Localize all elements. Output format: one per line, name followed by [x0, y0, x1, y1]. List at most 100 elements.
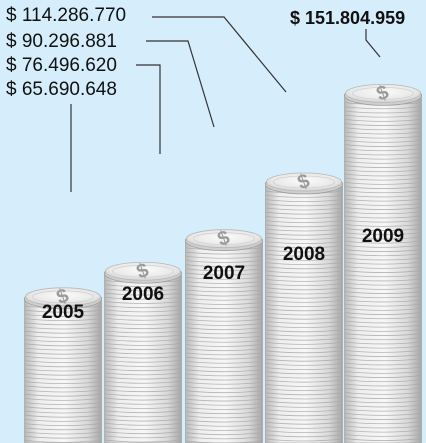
coin-ridge: [344, 135, 422, 139]
coin-ridge: [265, 270, 343, 274]
coin-ridge: [265, 241, 343, 244]
value-label-2006: $ 76.496.620: [6, 55, 117, 76]
coin-ridge: [185, 356, 263, 360]
coin-ridge: [265, 308, 343, 312]
coin-ridge: [24, 356, 102, 359]
coin-ridge: [185, 381, 263, 385]
value-label-2008: $ 114.286.770: [6, 5, 126, 26]
coin-ridge: [265, 278, 343, 282]
coin-ridge: [344, 253, 422, 257]
coin-ridge: [104, 380, 182, 384]
coin-ridge: [24, 347, 102, 351]
coin-stack-2009: $: [344, 81, 422, 443]
coin-ridge: [24, 423, 102, 426]
coin-ridge: [185, 285, 263, 289]
coin-ridge: [344, 148, 422, 152]
coin-ridge: [24, 314, 102, 317]
coin-ridge: [185, 432, 263, 436]
coin-ridge: [104, 292, 182, 296]
coin-ridge: [185, 415, 263, 419]
coin-ridge: [344, 219, 422, 223]
coin-ridge: [185, 365, 263, 368]
coin-ridge: [265, 274, 343, 278]
coin-ridge: [265, 320, 343, 324]
coin-stack-2007: $: [185, 226, 263, 443]
coin-ridge: [265, 266, 343, 270]
coin-ridge: [24, 351, 102, 355]
coin-ridge: [104, 343, 182, 346]
coin-ridge: [265, 438, 343, 442]
coin-ridge: [344, 270, 422, 273]
coin-ridge: [344, 354, 422, 357]
coin-ridge: [104, 305, 182, 309]
coin-ridge: [24, 419, 102, 422]
coin-ridge: [185, 428, 263, 431]
coin-ridge: [344, 106, 422, 110]
coin-ridge: [344, 282, 422, 286]
coin-ridge: [265, 262, 343, 265]
coin-ridge: [185, 394, 263, 398]
coin-ridge: [344, 274, 422, 278]
coin-ridge: [344, 215, 422, 219]
coin-ridge: [344, 320, 422, 324]
coin-ridge: [185, 348, 263, 352]
coin-ridge: [344, 438, 422, 441]
coin-ridge: [185, 281, 263, 284]
coin-ridge: [265, 291, 343, 295]
coin-ridge: [265, 283, 343, 286]
coin-ridge: [344, 194, 422, 198]
coin-ridge: [24, 393, 102, 397]
coin-ridge: [265, 245, 343, 249]
coin-ridge: [185, 390, 263, 394]
coin-ridge: [24, 389, 102, 393]
coin-ridge: [344, 383, 422, 387]
coin-ridge: [344, 387, 422, 391]
coin-ridge: [265, 211, 343, 215]
coin-ridge: [185, 323, 263, 326]
coin-ridge: [265, 237, 343, 240]
coin-ridge: [265, 228, 343, 232]
coin-ridge: [185, 398, 263, 402]
coin-ridge: [344, 198, 422, 202]
coin-ridge: [265, 257, 343, 261]
coin-ridge: [104, 355, 182, 359]
leader-line-2008: [152, 16, 287, 93]
coin-ridge: [185, 289, 263, 293]
coin-ridge: [24, 406, 102, 410]
coin-ridge: [185, 402, 263, 406]
leader-line-2007: [146, 40, 215, 128]
coin-ridge: [104, 372, 182, 376]
coin-ridge: [344, 127, 422, 131]
leader-lines: [70, 16, 381, 192]
coin-ridge: [344, 261, 422, 265]
coin-ridge: [185, 297, 263, 301]
coin-ridge: [24, 398, 102, 401]
coin-inner-ring-2009: [352, 86, 414, 100]
coin-ridge: [265, 232, 343, 236]
coin-ridge: [104, 397, 182, 401]
coin-ridge: [344, 349, 422, 353]
coin-ridge: [185, 331, 263, 335]
coin-ridge: [344, 173, 422, 177]
coin-ridge: [344, 417, 422, 420]
value-labels: $ 114.286.770 $ 90.296.881 $ 76.496.620 …: [6, 5, 405, 100]
coin-ridge: [185, 352, 263, 356]
coin-ridge: [104, 376, 182, 380]
coin-ridge: [265, 404, 343, 408]
coin-ridge: [104, 322, 182, 325]
coin-ridge: [265, 341, 343, 345]
coin-ridge: [24, 335, 102, 338]
coin-stack-2008: $: [265, 170, 343, 443]
coin-ridge: [104, 435, 182, 439]
coin-ridge: [104, 330, 182, 334]
coin-ridge: [104, 422, 182, 426]
coin-ridge: [265, 409, 343, 412]
coin-ridge: [104, 284, 182, 288]
coin-ridge: [265, 400, 343, 404]
coin-ridge: [24, 309, 102, 313]
coin-ridge: [265, 199, 343, 202]
coin-ridge: [185, 268, 263, 272]
coin-ridge: [344, 425, 422, 429]
coin-stack-2005: $: [24, 285, 102, 443]
coin-ridge: [185, 293, 263, 297]
